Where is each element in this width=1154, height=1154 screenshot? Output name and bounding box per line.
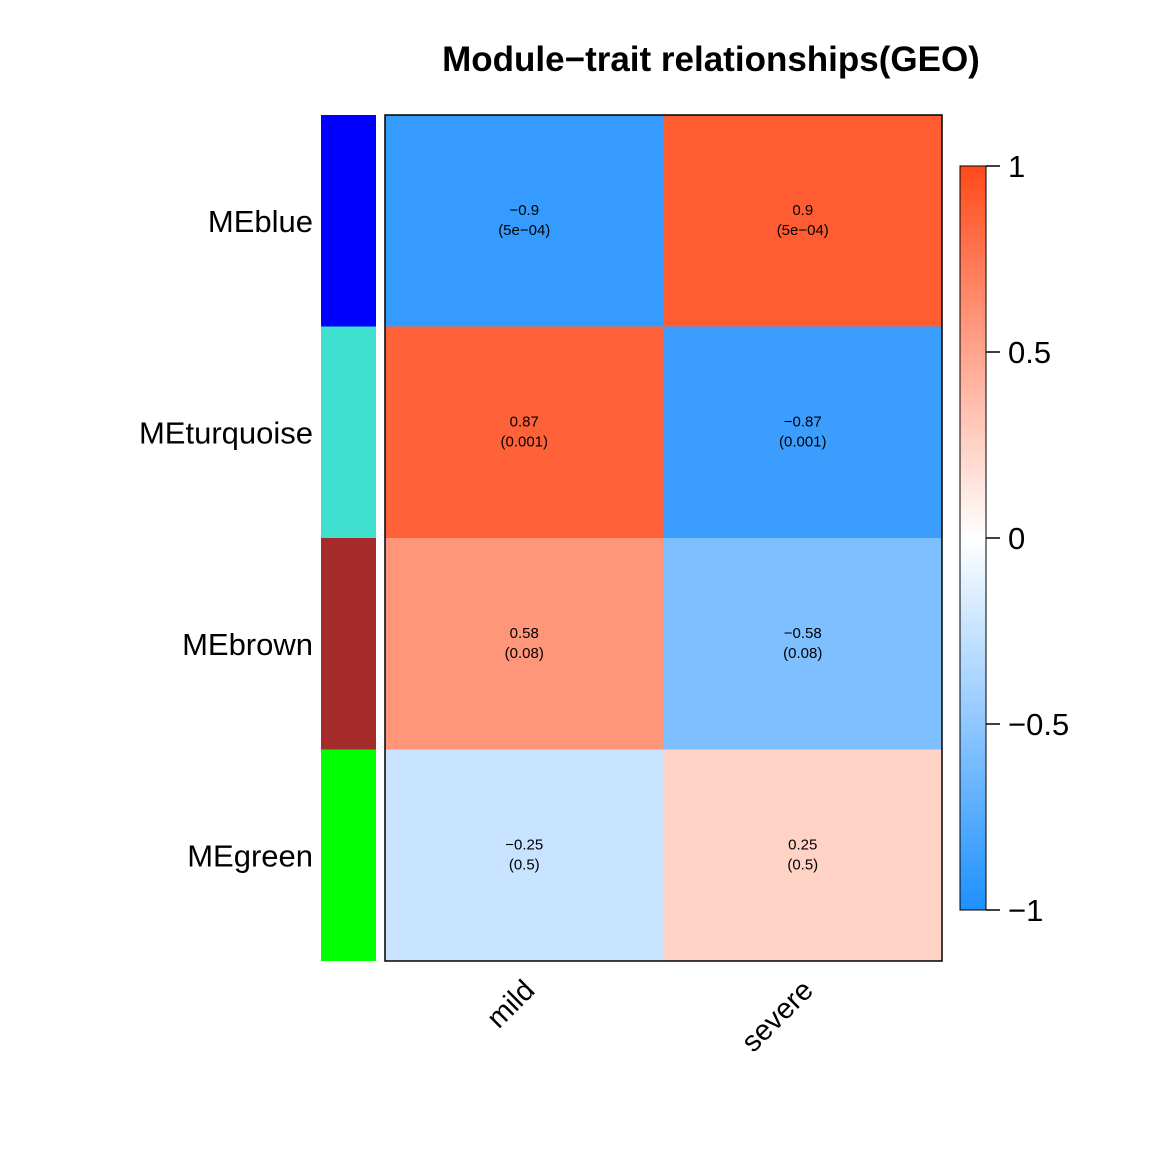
heatmap-cell-MEbrown-mild <box>385 538 664 750</box>
cell-correlation-MEgreen-severe: 0.25 <box>788 836 817 853</box>
module-color-bar-MEturquoise <box>321 326 376 538</box>
heatmap-cells <box>385 115 943 962</box>
legend-tick-label: 0 <box>1008 521 1025 556</box>
row-label-MEgreen: MEgreen <box>187 838 313 873</box>
column-label-severe: severe <box>736 974 820 1058</box>
cell-correlation-MEblue-mild: −0.9 <box>509 202 539 219</box>
heatmap-cell-MEturquoise-severe <box>663 326 943 539</box>
heatmap-cell-labels: −0.9 (5e−04) 0.9 (5e−04) 0.87 (0.001) −0.87 (0.… <box>498 202 829 874</box>
cell-pvalue-MEgreen-mild: (0.5) <box>509 856 540 873</box>
heatmap-cell-MEblue-mild <box>385 115 664 327</box>
cell-correlation-MEturquoise-mild: 0.87 <box>510 413 539 430</box>
cell-correlation-MEbrown-mild: 0.58 <box>510 625 539 642</box>
module-color-bar-MEbrown <box>321 538 376 750</box>
heatmap-cell-MEblue-severe <box>663 115 943 327</box>
legend-tick-label: 0.5 <box>1008 335 1051 370</box>
cell-correlation-MEblue-severe: 0.9 <box>792 202 813 219</box>
color-legend-ticks: 1 0.5 0 −0.5 −1 <box>986 149 1069 928</box>
heatmap-cell-MEbrown-severe <box>663 538 943 750</box>
column-labels: mild severe <box>481 974 820 1058</box>
module-color-bar-MEgreen <box>321 749 376 961</box>
row-label-MEturquoise: MEturquoise <box>139 415 313 450</box>
cell-pvalue-MEblue-severe: (5e−04) <box>777 222 829 239</box>
color-legend-bar <box>959 165 987 911</box>
column-label-mild: mild <box>481 974 541 1034</box>
row-label-MEblue: MEblue <box>208 204 313 239</box>
cell-correlation-MEgreen-mild: −0.25 <box>505 836 543 853</box>
heatmap-cell-MEturquoise-mild <box>385 326 664 539</box>
heatmap-border <box>384 114 943 962</box>
cell-pvalue-MEbrown-severe: (0.08) <box>783 645 822 662</box>
cell-pvalue-MEgreen-severe: (0.5) <box>787 856 818 873</box>
module-color-bars <box>321 115 376 961</box>
cell-correlation-MEturquoise-severe: −0.87 <box>784 413 822 430</box>
legend-tick-label: −1 <box>1008 893 1043 928</box>
chart-title: Module−trait relationships(GEO) <box>442 40 980 79</box>
cell-pvalue-MEblue-mild: (5e−04) <box>498 222 550 239</box>
module-color-bar-MEblue <box>321 115 376 327</box>
cell-pvalue-MEturquoise-severe: (0.001) <box>779 433 827 450</box>
row-label-MEbrown: MEbrown <box>182 627 313 662</box>
cell-pvalue-MEturquoise-mild: (0.001) <box>500 433 548 450</box>
cell-correlation-MEbrown-severe: −0.58 <box>784 625 822 642</box>
row-labels: MEblue MEturquoise MEbrown MEgreen <box>139 204 313 874</box>
legend-tick-label: 1 <box>1008 149 1025 184</box>
cell-pvalue-MEbrown-mild: (0.08) <box>505 645 544 662</box>
heatmap-cell-MEgreen-mild <box>385 749 664 962</box>
heatmap-cell-MEgreen-severe <box>663 749 943 962</box>
legend-tick-label: −0.5 <box>1008 707 1069 742</box>
